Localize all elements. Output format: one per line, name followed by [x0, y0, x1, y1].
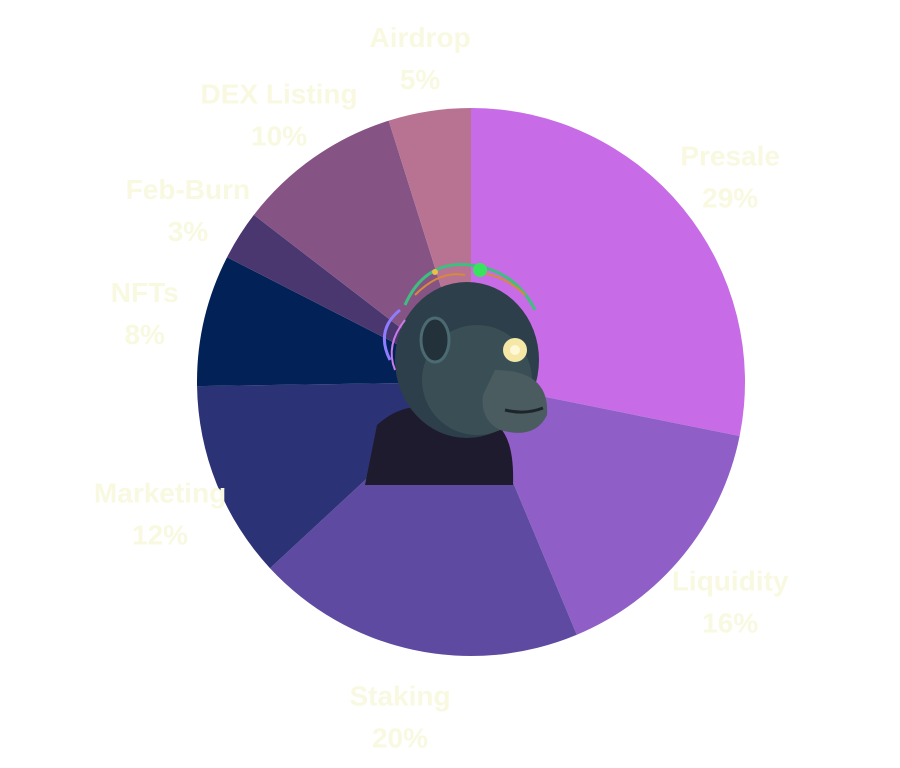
slice-name-label: Presale — [680, 141, 780, 172]
slice-percent-label: 10% — [251, 120, 307, 151]
slice-name-label: Staking — [349, 680, 450, 711]
slice-percent-label: 16% — [702, 607, 758, 638]
pie-slice-liquidity — [471, 382, 740, 635]
pie-slices — [197, 108, 745, 657]
slice-name-label: Feb-Burn — [126, 174, 250, 205]
pie-slice-staking — [270, 382, 577, 657]
pie-labels: Presale 29% Liquidity 16% Staking 20% Marketin… — [94, 22, 789, 754]
slice-name-label: Marketing — [94, 478, 226, 509]
slice-percent-label: 5% — [400, 64, 441, 95]
slice-name-label: NFTs — [111, 277, 179, 308]
slice-percent-label: 12% — [132, 520, 188, 551]
slice-name-label: Liquidity — [672, 565, 789, 596]
slice-percent-label: 8% — [124, 319, 165, 350]
pie-slice-presale — [471, 108, 745, 436]
slice-percent-label: 20% — [372, 722, 428, 753]
slice-name-label: Airdrop — [370, 22, 471, 53]
slice-percent-label: 3% — [168, 216, 209, 247]
slice-percent-label: 29% — [702, 183, 758, 214]
slice-name-label: DEX Listing — [201, 78, 358, 109]
ape-portrait-image — [365, 263, 548, 485]
